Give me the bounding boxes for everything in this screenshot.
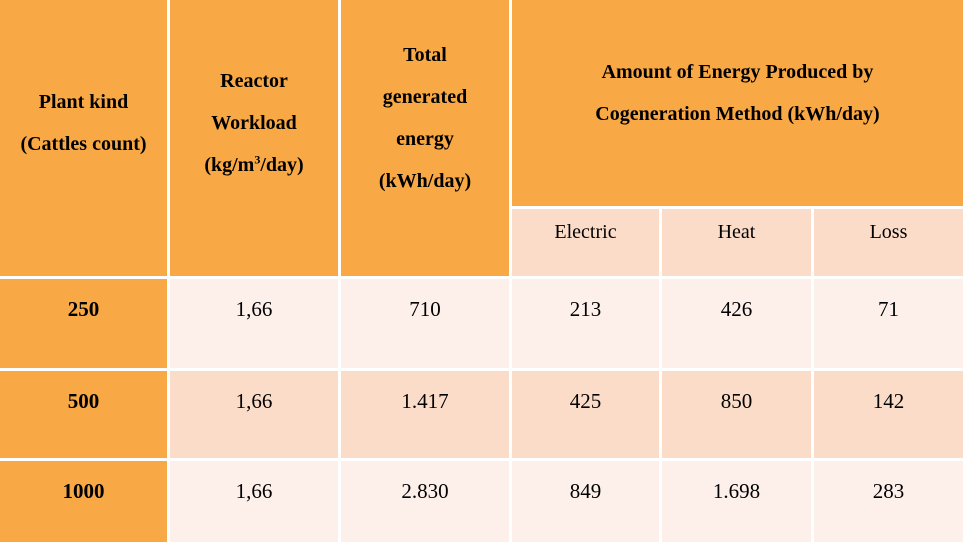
cell-electric: 849: [509, 458, 659, 542]
cell-electric: 213: [509, 276, 659, 368]
header-total-line2: generated: [382, 86, 468, 108]
header-plant-line2: (Cattles count): [20, 133, 147, 155]
header-reactor-unit-sup: 3: [254, 152, 261, 167]
header-amount-line1: Amount of Energy Produced by: [601, 61, 874, 83]
header-amount-energy: Amount of Energy Produced by Cogeneratio…: [509, 0, 963, 206]
cell-electric: 425: [509, 368, 659, 458]
cell-heat: 850: [659, 368, 811, 458]
cell-workload: 1,66: [167, 276, 338, 368]
header-total-line4: (kWh/day): [378, 170, 472, 192]
header-reactor-unit-pre: (kg/m: [204, 154, 255, 176]
cell-loss: 71: [811, 276, 963, 368]
cell-heat: 426: [659, 276, 811, 368]
row-plant-500: 500: [0, 368, 167, 458]
subheader-heat: Heat: [659, 206, 811, 276]
header-total-energy: Total generated energy (kWh/day): [338, 0, 509, 276]
header-plant-line1: Plant kind: [38, 91, 129, 113]
header-reactor-line1: Reactor: [220, 70, 288, 92]
cell-workload: 1,66: [167, 368, 338, 458]
row-plant-250: 250: [0, 276, 167, 368]
header-reactor-workload: Reactor Workload (kg/m3/day): [167, 0, 338, 276]
cell-workload: 1,66: [167, 458, 338, 542]
subheader-electric: Electric: [509, 206, 659, 276]
header-reactor-unit: (kg/m3/day): [204, 144, 303, 186]
cell-total: 710: [338, 276, 509, 368]
cell-loss: 283: [811, 458, 963, 542]
cell-total: 1.417: [338, 368, 509, 458]
header-total-line3: energy: [396, 128, 454, 150]
cell-heat: 1.698: [659, 458, 811, 542]
header-reactor-unit-post: /day): [260, 154, 304, 176]
subheader-loss: Loss: [811, 206, 963, 276]
cell-total: 2.830: [338, 458, 509, 542]
header-plant-kind: Plant kind (Cattles count): [0, 0, 167, 276]
cell-loss: 142: [811, 368, 963, 458]
header-reactor-line2: Workload: [211, 112, 297, 134]
row-plant-1000: 1000: [0, 458, 167, 542]
header-amount-line2: Cogeneration Method (kWh/day): [595, 103, 880, 125]
header-total-line1: Total: [403, 44, 447, 66]
